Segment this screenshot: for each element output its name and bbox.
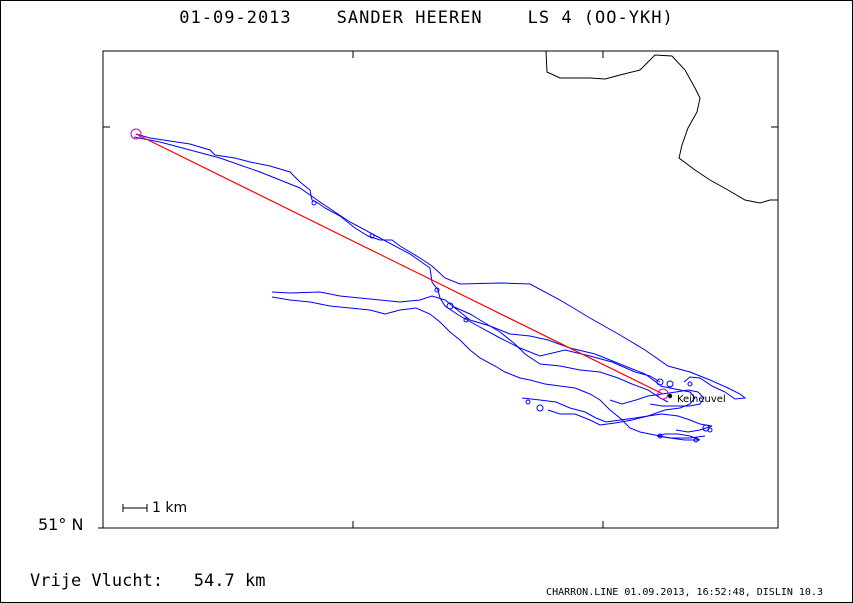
latitude-label: 51° N bbox=[38, 515, 84, 534]
page-title: 01-09-2013 SANDER HEEREN LS 4 (OO-YKH) bbox=[0, 8, 853, 28]
distance-line bbox=[135, 133, 664, 395]
flight-track bbox=[133, 133, 747, 443]
place-label: Keiheuvel bbox=[677, 394, 726, 405]
pilot-name: SANDER HEEREN bbox=[336, 8, 483, 28]
turnpoint-markers bbox=[130, 128, 669, 400]
scale-label: 1 km bbox=[152, 500, 188, 516]
flight-date: 01-09-2013 bbox=[179, 8, 292, 28]
footer-info: CHARRON.LINE 01.09.2013, 16:52:48, DISLI… bbox=[546, 587, 823, 598]
border-line bbox=[545, 50, 778, 204]
distance-label: Vrije Vlucht: bbox=[30, 571, 164, 591]
scale-bar bbox=[122, 504, 148, 512]
map-frame bbox=[102, 50, 779, 529]
axis-ticks bbox=[98, 51, 778, 529]
distance-value: 54.7 km bbox=[193, 571, 266, 591]
airfield-marker bbox=[667, 393, 673, 399]
distance-row: Vrije Vlucht: 54.7 km bbox=[30, 571, 265, 591]
glider-name: LS 4 (OO-YKH) bbox=[527, 8, 674, 28]
